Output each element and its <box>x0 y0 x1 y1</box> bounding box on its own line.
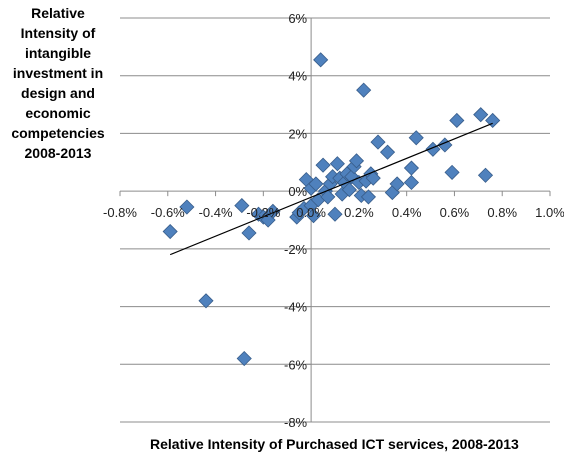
x-tick-label: 0.6% <box>440 205 470 220</box>
data-point <box>477 167 494 183</box>
data-point <box>179 199 195 215</box>
x-tick-label: -0.2% <box>246 205 280 220</box>
data-point <box>437 137 453 153</box>
x-tick-label: 0.4% <box>392 205 422 220</box>
x-tick-label: 1.0% <box>535 205 564 220</box>
y-tick-label: 0% <box>288 184 307 199</box>
x-axis-label: Relative Intensity of Purchased ICT serv… <box>150 436 519 452</box>
data-point <box>379 144 396 160</box>
data-point <box>236 350 252 367</box>
data-point <box>408 130 424 146</box>
data-point <box>234 198 250 214</box>
data-point <box>473 107 489 123</box>
data-point <box>329 156 345 172</box>
y-axis-label: Relative Intensity of intangible investm… <box>11 5 105 161</box>
data-point <box>389 176 405 192</box>
data-point <box>327 206 343 222</box>
x-tick-label: -0.6% <box>151 205 185 220</box>
x-tick-label: 0.2% <box>344 205 374 220</box>
x-tick-label: 0.0% <box>296 205 326 220</box>
y-tick-label: -4% <box>284 300 308 315</box>
y-tick-label: 4% <box>288 69 307 84</box>
data-point <box>320 189 336 205</box>
data-point <box>341 182 357 198</box>
x-tick-label: -0.8% <box>103 205 137 220</box>
y-tick-labels: 6% 4% 2% 0% -2% -4% -6% -8% <box>284 11 308 430</box>
data-point <box>198 293 214 309</box>
data-point <box>403 160 420 176</box>
data-point <box>449 112 465 129</box>
data-point <box>241 225 257 241</box>
data-point <box>162 223 178 240</box>
data-point <box>444 164 460 180</box>
trendline <box>169 122 493 256</box>
data-point <box>365 170 381 186</box>
data-point <box>348 153 365 169</box>
data-point <box>308 176 324 192</box>
trendline-line <box>169 122 493 256</box>
y-tick-label: 6% <box>288 11 307 26</box>
y-tick-label: -8% <box>284 415 308 430</box>
gridlines <box>120 17 550 423</box>
data-point <box>360 189 377 205</box>
data-point <box>315 157 331 173</box>
data-point <box>403 174 420 191</box>
data-point <box>313 52 329 68</box>
data-point <box>485 112 501 129</box>
data-points <box>162 52 501 367</box>
data-point <box>305 208 322 224</box>
data-point <box>356 82 372 98</box>
x-tick-label: 0.8% <box>487 205 517 220</box>
data-point <box>370 134 386 150</box>
x-tick-labels: -0.8% -0.6% -0.4% -0.2% 0.0% 0.2% 0.4% 0.6% 0.8%… <box>103 205 564 220</box>
y-tick-label: 2% <box>288 126 307 141</box>
y-tick-label: -6% <box>284 357 308 372</box>
data-point <box>265 203 281 219</box>
x-tick-label: -0.4% <box>199 205 233 220</box>
y-tick-label: -2% <box>284 242 308 257</box>
